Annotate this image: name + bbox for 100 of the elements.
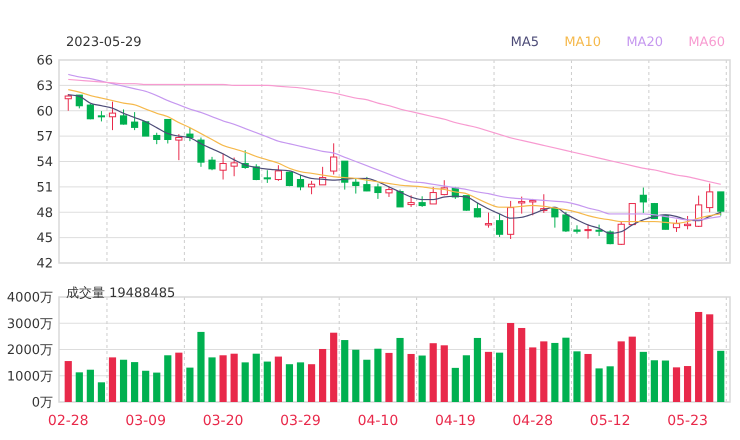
x-tick-label: 03-20 [202, 413, 244, 429]
line-series [68, 78, 722, 185]
y-tick-label: 2000万 [6, 343, 53, 358]
candlestick [640, 187, 647, 214]
text: MA5 [510, 35, 539, 50]
bar [374, 348, 382, 402]
x-tick-label: 03-29 [280, 413, 321, 429]
bar [76, 372, 83, 402]
candlestick [484, 212, 492, 228]
bar [706, 314, 714, 402]
candlestick [352, 178, 360, 194]
bar [628, 336, 636, 402]
bar [308, 364, 316, 402]
candlestick [153, 132, 160, 145]
bar [440, 345, 448, 402]
bar [86, 370, 94, 402]
candlestick [385, 186, 393, 198]
candlestick [120, 108, 128, 126]
bar [175, 352, 182, 402]
bar [296, 362, 304, 402]
bar [153, 372, 160, 402]
candlestick [474, 202, 482, 218]
bar [695, 312, 702, 402]
bar [418, 356, 426, 402]
x-tick-label: 04-19 [434, 413, 476, 429]
y-tick-label: 63 [36, 78, 53, 94]
bar [507, 322, 514, 402]
y-tick-label: 0万 [32, 396, 53, 411]
x-tick-label: 04-28 [512, 413, 554, 429]
bar [474, 338, 482, 402]
bar [684, 366, 692, 402]
candlestick [618, 221, 625, 246]
bar [672, 367, 680, 402]
bar [650, 360, 658, 402]
bar [142, 370, 150, 402]
bar [518, 328, 526, 402]
text: MA60 [688, 35, 725, 50]
candlestick [98, 110, 106, 122]
bar [120, 360, 128, 402]
bar [551, 342, 558, 402]
candlestick [64, 94, 72, 112]
bar [330, 332, 338, 402]
candlestick [296, 174, 304, 191]
candlestick [76, 94, 83, 109]
candlestick [518, 196, 526, 214]
y-tick-label: 48 [36, 206, 53, 221]
bar [573, 351, 581, 402]
bar [562, 338, 570, 402]
candlestick [529, 198, 536, 216]
bar [252, 354, 260, 402]
bar [363, 360, 370, 402]
bar [717, 350, 724, 402]
bar [186, 368, 194, 402]
candlestick [274, 164, 282, 182]
bar [407, 354, 415, 402]
bar [319, 348, 326, 402]
bar [264, 362, 271, 402]
candlestick [706, 183, 714, 213]
bar [396, 338, 404, 402]
candlestick [86, 103, 94, 120]
candlestick [363, 176, 370, 192]
candlestick [596, 224, 603, 236]
y-tick-label: 60 [36, 104, 53, 120]
candlestick [164, 118, 172, 144]
candlestick [308, 180, 316, 195]
x-tick-label: 05-23 [667, 413, 708, 429]
candlestick [252, 164, 260, 181]
bar [131, 362, 138, 402]
text: MA20 [626, 35, 663, 50]
bar [662, 360, 670, 402]
candlestick [418, 196, 426, 208]
bar [64, 361, 72, 402]
bar [618, 341, 625, 402]
bar [496, 352, 504, 402]
bar [219, 355, 227, 402]
bar [540, 341, 548, 402]
bar [108, 357, 116, 402]
candlestick [584, 224, 592, 240]
bar [462, 355, 470, 402]
y-tick-label: 45 [36, 231, 53, 246]
candlestick [717, 191, 724, 216]
bar [352, 350, 360, 402]
bar [484, 352, 492, 402]
bar [164, 355, 172, 402]
bar [606, 366, 614, 402]
y-tick-label: 57 [36, 130, 53, 145]
candlestick [562, 211, 570, 232]
bar [208, 357, 216, 402]
bar [98, 382, 106, 402]
chart-title: 2023-05-29 [66, 35, 142, 50]
bar [430, 343, 437, 402]
candlestick [219, 152, 227, 180]
bar [274, 356, 282, 402]
x-tick-label: 05-12 [590, 413, 630, 429]
y-tick-label: 1000万 [6, 369, 53, 384]
candlestick [407, 194, 415, 208]
bar [385, 352, 393, 402]
y-tick-label: 4000万 [6, 290, 53, 306]
candlestick [108, 101, 116, 131]
bar [596, 368, 603, 402]
